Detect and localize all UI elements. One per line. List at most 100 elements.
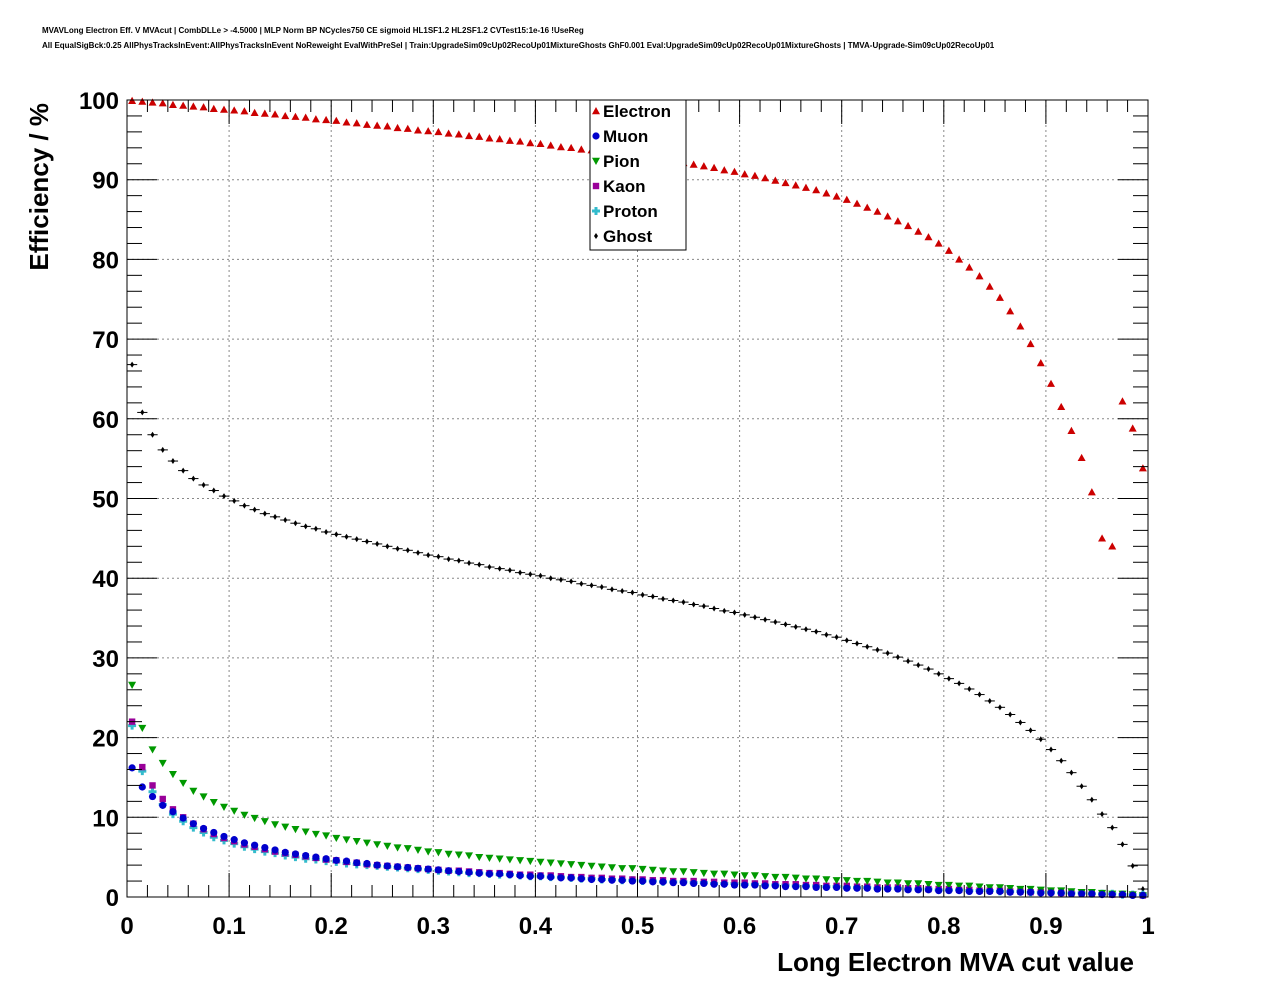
pion-point <box>383 842 392 850</box>
electron-point <box>505 136 514 144</box>
pion-point <box>679 868 688 876</box>
electron-point <box>873 207 882 215</box>
muon-point <box>210 828 218 837</box>
muon-point <box>230 836 238 844</box>
ghost-point <box>221 493 226 500</box>
ghost-point <box>671 597 676 604</box>
muon-point <box>271 846 279 854</box>
muon-point <box>251 841 259 849</box>
muon-point <box>434 866 443 874</box>
ghost-point <box>793 623 798 630</box>
muon-point <box>924 886 933 894</box>
ghost-point <box>701 603 706 610</box>
ghost-point <box>140 409 145 416</box>
pion-point <box>199 793 208 801</box>
ghost-point <box>293 520 298 527</box>
ghost-point <box>415 549 420 556</box>
electron-point <box>832 192 841 200</box>
pion-point <box>138 724 147 733</box>
ghost-point <box>589 582 594 589</box>
pion-point <box>955 882 964 890</box>
electron-point <box>1108 542 1117 550</box>
x-tick-label: 0.9 <box>1029 913 1062 940</box>
electron-point <box>1077 453 1086 462</box>
pion-point <box>720 870 729 878</box>
ghost-point <box>273 513 278 520</box>
ghost-point <box>1079 783 1084 790</box>
pion-point <box>291 826 300 834</box>
muon-point <box>240 839 249 847</box>
proton-point <box>189 823 198 832</box>
muon-point <box>312 853 320 861</box>
pion-point <box>904 880 913 888</box>
muon-point <box>1006 888 1014 896</box>
muon-point <box>935 887 943 895</box>
ghost-point <box>1089 796 1094 803</box>
pion-point <box>924 881 933 889</box>
muon-point <box>863 884 871 892</box>
legend-item-muon: Muon <box>592 127 648 146</box>
ghost-point <box>650 593 655 600</box>
electron-point <box>1067 426 1076 434</box>
y-tick-label: 60 <box>92 407 119 434</box>
ghost-point <box>844 637 849 644</box>
pion-point <box>240 811 249 819</box>
pion-point <box>761 873 770 881</box>
muon-point <box>608 876 616 884</box>
ghost-point <box>599 583 604 590</box>
pion-point <box>128 681 137 689</box>
x-tick-label: 0.8 <box>927 913 960 940</box>
ghost-point <box>487 564 492 571</box>
legend: Electron Muon Pion Kaon Proton Ghost <box>589 99 687 251</box>
muon-point <box>393 863 402 871</box>
electron-point <box>883 212 892 220</box>
electron-point <box>1006 307 1015 315</box>
pion-point <box>618 865 627 873</box>
electron-point <box>485 134 494 142</box>
electron-point <box>526 139 535 147</box>
electron-point <box>332 116 341 124</box>
electron-point <box>362 120 371 128</box>
ghost-point <box>262 510 267 517</box>
pion-point <box>628 865 637 873</box>
muon-point <box>1037 889 1045 897</box>
pion-point <box>403 845 412 853</box>
electron-point <box>352 119 361 127</box>
electron-point <box>1118 397 1127 405</box>
electron-point <box>1047 379 1056 387</box>
legend-label: Muon <box>603 127 648 146</box>
electron-point <box>914 227 923 235</box>
electron-point <box>291 112 300 120</box>
electron-point <box>771 176 780 184</box>
ghost-point <box>1120 841 1125 848</box>
ghost-point <box>773 619 778 626</box>
pion-point <box>148 746 157 754</box>
pion-point <box>342 836 351 844</box>
pion-point <box>271 821 280 829</box>
electron-point <box>955 255 964 263</box>
pion-point <box>209 798 218 807</box>
ghost-point <box>814 628 819 635</box>
pion-point <box>587 862 596 870</box>
pion-point <box>526 857 535 866</box>
ghost-point <box>691 601 696 608</box>
pion-point <box>536 858 545 866</box>
muon-point <box>1118 891 1127 899</box>
ghost-point <box>283 517 288 524</box>
pion-point <box>230 807 239 815</box>
pion-point <box>853 877 862 886</box>
ghost-point <box>1049 746 1054 753</box>
pion-point <box>301 828 310 836</box>
ghost-point <box>507 567 512 574</box>
pion-point <box>893 879 902 887</box>
electron-point <box>893 217 902 225</box>
grid <box>127 100 1148 897</box>
legend-label: Pion <box>603 152 640 171</box>
muon-point <box>618 876 626 884</box>
electron-legend-marker <box>592 107 600 115</box>
ghost-point <box>579 580 584 587</box>
muon-point <box>659 878 667 886</box>
pion-legend-marker <box>592 157 600 165</box>
muon-point <box>1139 891 1147 900</box>
y-tick-label: 70 <box>92 327 119 354</box>
